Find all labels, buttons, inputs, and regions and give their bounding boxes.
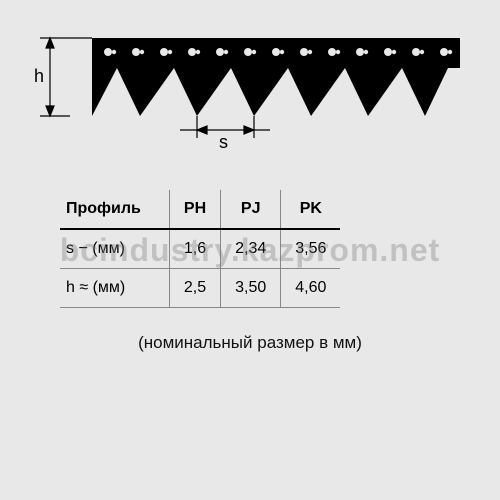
cell: 3,56 <box>281 229 341 269</box>
cell: 4,60 <box>281 269 341 308</box>
caption-text: (номинальный размер в мм) <box>30 333 470 353</box>
belt-svg: h s <box>30 20 470 160</box>
header-profile: Профиль <box>60 190 169 229</box>
belt-profile-diagram: h s <box>30 20 470 160</box>
cell: 2,34 <box>221 229 281 269</box>
table-row: h ≈ (мм) 2,5 3,50 4,60 <box>60 269 340 308</box>
table-row: s − (мм) 1,6 2,34 3,56 <box>60 229 340 269</box>
cell: 2,5 <box>169 269 220 308</box>
col-ph: PH <box>169 190 220 229</box>
col-pj: PJ <box>221 190 281 229</box>
cell: 3,50 <box>221 269 281 308</box>
row-label-h: h ≈ (мм) <box>60 269 169 308</box>
cell: 1,6 <box>169 229 220 269</box>
s-label: s <box>219 132 228 152</box>
row-label-s: s − (мм) <box>60 229 169 269</box>
col-pk: PK <box>281 190 341 229</box>
h-label: h <box>34 66 44 86</box>
profile-table: Профиль PH PJ PK s − (мм) 1,6 2,34 3,56 … <box>60 190 340 308</box>
